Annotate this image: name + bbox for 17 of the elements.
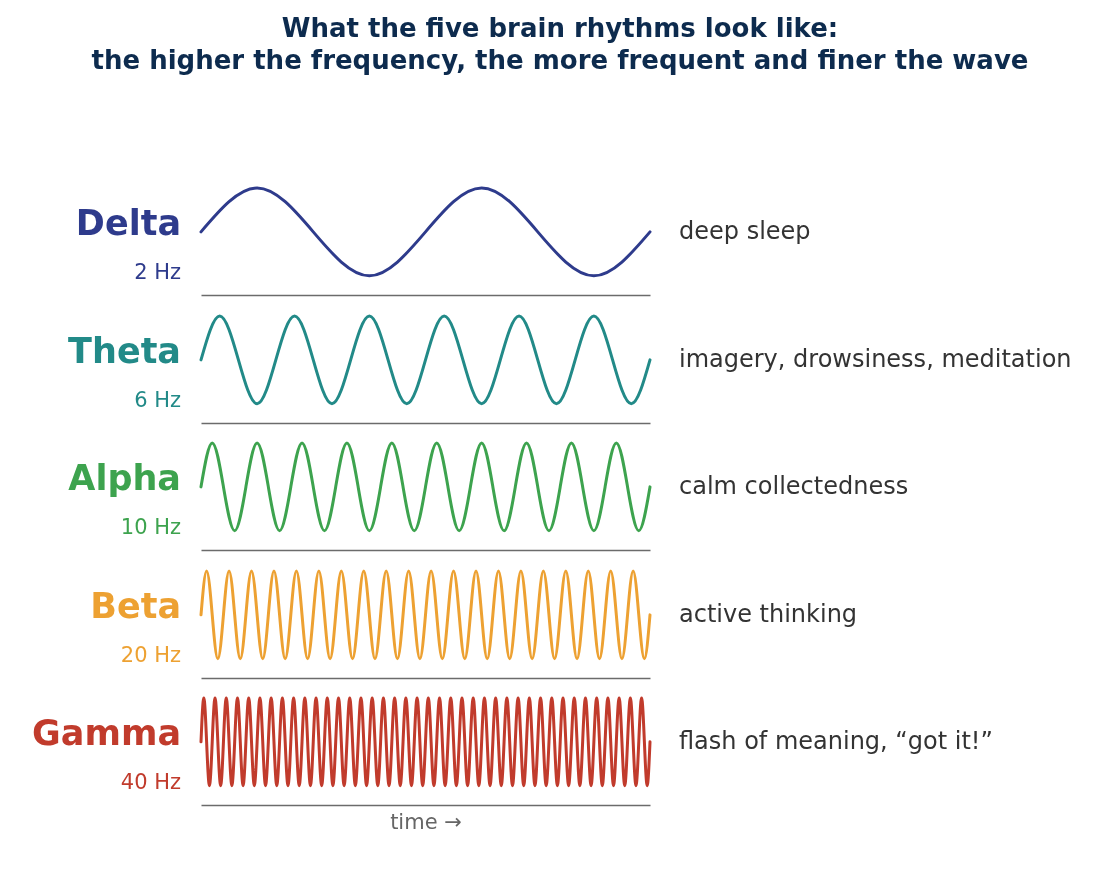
x-axis-title: time → bbox=[390, 809, 462, 834]
text: imagery, drowsiness, meditation bbox=[679, 344, 1072, 373]
text: 2 Hz bbox=[134, 259, 181, 284]
chart-title: What the five brain rhythms look like: the higher the frequency, the more frequent and finer the wave bbox=[91, 12, 1029, 75]
text: flash of meaning, “got it!” bbox=[679, 727, 993, 756]
text: deep sleep bbox=[679, 217, 811, 245]
series-label: Beta bbox=[90, 585, 181, 626]
text: active thinking bbox=[679, 599, 858, 628]
series-label: Alpha bbox=[68, 458, 181, 499]
series-label: Theta bbox=[68, 330, 181, 371]
text: 6 Hz bbox=[134, 387, 181, 412]
series-label: Gamma bbox=[32, 713, 181, 754]
text: 40 Hz bbox=[120, 769, 181, 794]
series-label: Delta bbox=[75, 203, 181, 243]
text: calm collectedness bbox=[679, 472, 909, 501]
text: 10 Hz bbox=[120, 514, 181, 539]
text: 20 Hz bbox=[120, 642, 181, 667]
